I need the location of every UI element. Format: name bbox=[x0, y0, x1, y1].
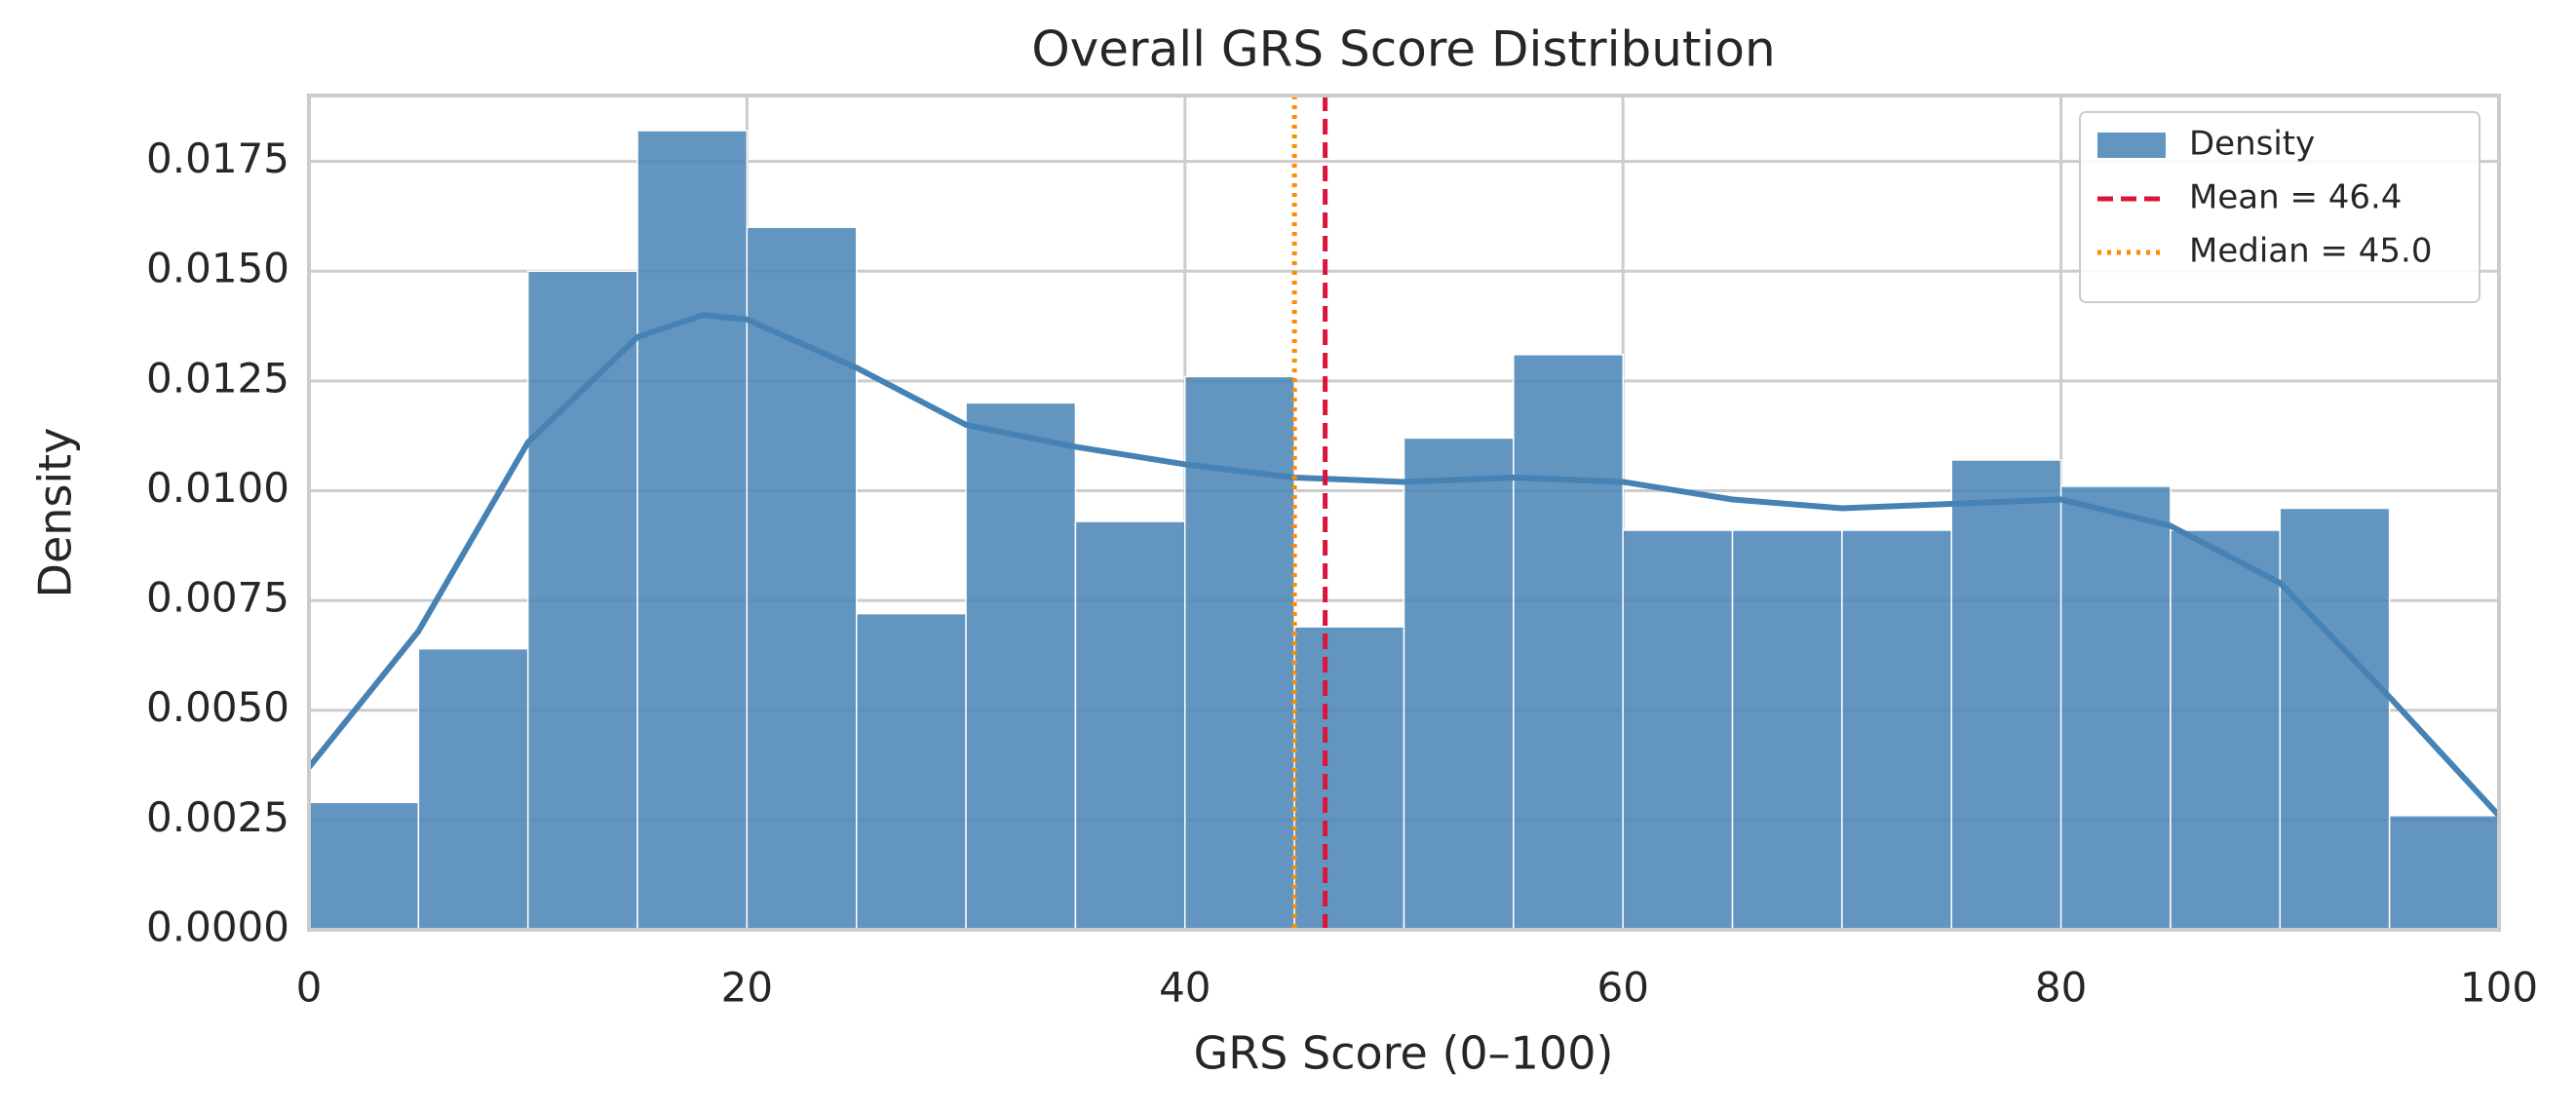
y-tick-label: 0.0100 bbox=[146, 464, 289, 512]
legend-label: Density bbox=[2189, 125, 2315, 164]
histogram-bar bbox=[856, 612, 967, 931]
histogram-bar bbox=[965, 402, 1077, 931]
histogram-bar bbox=[2388, 815, 2500, 931]
x-tick-label: 80 bbox=[2035, 964, 2087, 1012]
histogram-bar bbox=[2170, 529, 2282, 931]
histogram-bar bbox=[1513, 354, 1624, 931]
y-tick-label: 0.0175 bbox=[146, 134, 289, 182]
chart-title: Overall GRS Score Distribution bbox=[1031, 21, 1775, 78]
histogram-bar bbox=[1403, 437, 1515, 931]
y-tick-label: 0.0050 bbox=[146, 683, 289, 731]
histogram-bar bbox=[1841, 529, 1953, 931]
histogram-bar bbox=[308, 801, 420, 931]
histogram-bar bbox=[1622, 529, 1734, 931]
y-tick-label: 0.0075 bbox=[146, 574, 289, 622]
legend-label: Median = 45.0 bbox=[2189, 232, 2432, 271]
legend-swatch bbox=[2097, 133, 2166, 158]
legend-box bbox=[2079, 111, 2480, 303]
histogram-bar bbox=[417, 647, 529, 931]
plot-frame bbox=[307, 94, 2501, 932]
x-tick-label: 60 bbox=[1596, 964, 1648, 1012]
x-tick-label: 40 bbox=[1159, 964, 1211, 1012]
histogram-bar bbox=[1293, 626, 1405, 931]
legend: Density Mean = 46.4 Median = 45.0 bbox=[2079, 111, 2480, 303]
x-tick-label: 100 bbox=[2460, 964, 2538, 1012]
histogram-bar bbox=[636, 130, 749, 931]
x-tick-label: 20 bbox=[721, 964, 773, 1012]
y-tick-label: 0.0150 bbox=[146, 245, 289, 292]
y-axis-label: Density bbox=[29, 428, 82, 598]
y-tick-label: 0.0000 bbox=[146, 903, 289, 951]
histogram-bar bbox=[1184, 375, 1295, 931]
histogram-bar bbox=[2059, 485, 2172, 931]
histogram-bar bbox=[2279, 507, 2391, 931]
histogram-bar bbox=[746, 226, 858, 931]
histogram-bar bbox=[1950, 459, 2062, 931]
x-tick-label: 0 bbox=[296, 964, 323, 1012]
x-axis-label: GRS Score (0–100) bbox=[1194, 1027, 1614, 1080]
histogram-bar bbox=[1731, 529, 1843, 931]
kde-line bbox=[306, 312, 2502, 818]
histogram-bar bbox=[526, 270, 638, 931]
y-tick-label: 0.0125 bbox=[146, 354, 289, 402]
y-tick-label: 0.0025 bbox=[146, 793, 289, 841]
legend-label: Mean = 46.4 bbox=[2189, 178, 2402, 217]
histogram-bar bbox=[1074, 520, 1186, 931]
